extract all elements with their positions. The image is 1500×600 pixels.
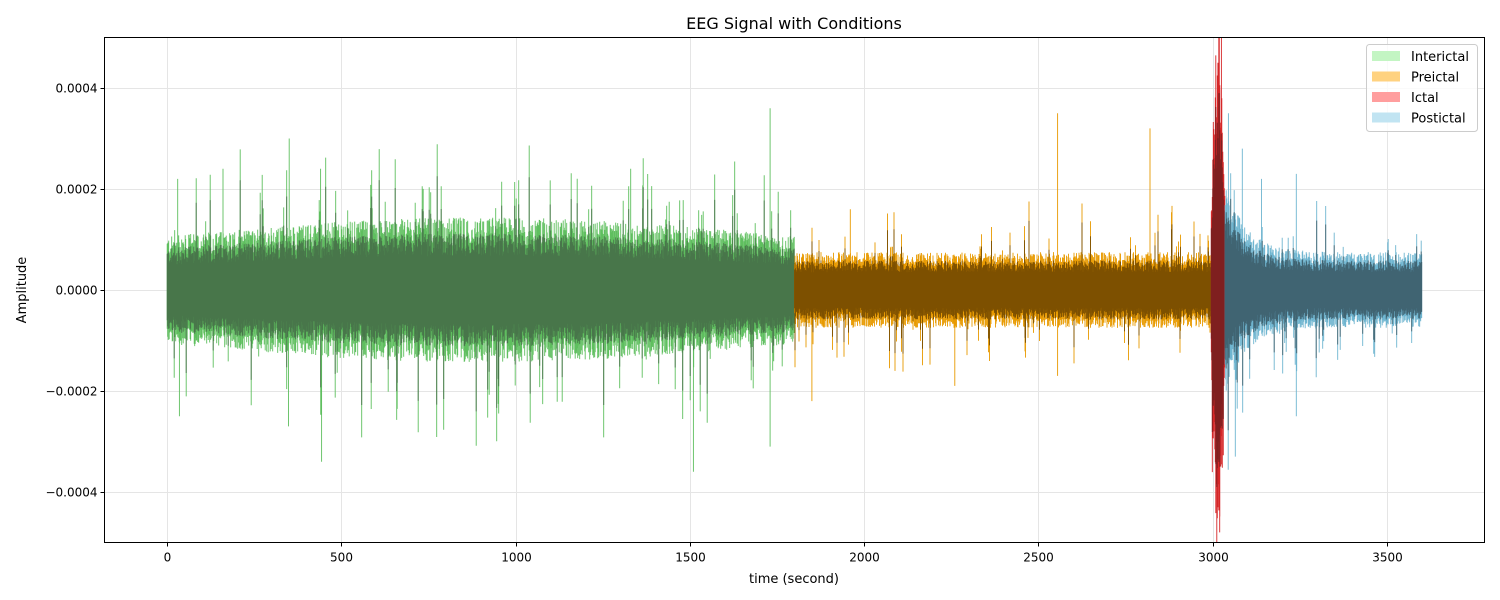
y-axis: −0.0004 −0.0002 0.0000 0.0002 0.0004 [45,82,105,500]
legend-label-interictal: Interictal [1411,50,1469,65]
x-tick-label: 500 [330,551,353,565]
y-tick-label: −0.0004 [45,486,97,500]
signal-interictal-body [166,176,795,412]
legend-label-ictal: Ictal [1411,91,1439,106]
legend-swatch-interictal [1372,51,1400,61]
chart-title: EEG Signal with Conditions [686,14,902,33]
legend-swatch-ictal [1372,92,1400,102]
signal [166,37,1423,543]
signal-ictal-body [1210,93,1226,487]
y-tick-label: 0.0002 [56,183,98,197]
x-tick-label: 2500 [1023,551,1054,565]
signal-postictal-body [1224,198,1423,431]
y-tick-label: −0.0002 [45,385,97,399]
x-tick-label: 3500 [1372,551,1403,565]
x-tick-label: 2000 [849,551,880,565]
legend-swatch-preictal [1372,71,1400,82]
y-tick-label: 0.0000 [56,284,98,298]
legend-box [1366,44,1478,132]
signal-preictal-trace [794,113,1212,402]
x-tick-label: 3000 [1198,551,1229,565]
legend: Interictal Preictal Ictal Postictal [1366,44,1478,132]
x-tick-label: 1000 [501,551,532,565]
signal-preictal-body [794,220,1212,354]
x-tick-label: 0 [164,551,172,565]
legend-label-preictal: Preictal [1411,71,1459,86]
legend-label-postictal: Postictal [1411,112,1466,127]
y-axis-label: Amplitude [15,257,30,324]
x-tick-label: 1500 [675,551,706,565]
x-axis-label: time (second) [749,572,839,587]
x-axis: 0 500 1000 1500 2000 2500 3000 3500 [164,542,1403,565]
legend-swatch-postictal [1372,112,1400,123]
y-tick-label: 0.0004 [56,82,98,96]
